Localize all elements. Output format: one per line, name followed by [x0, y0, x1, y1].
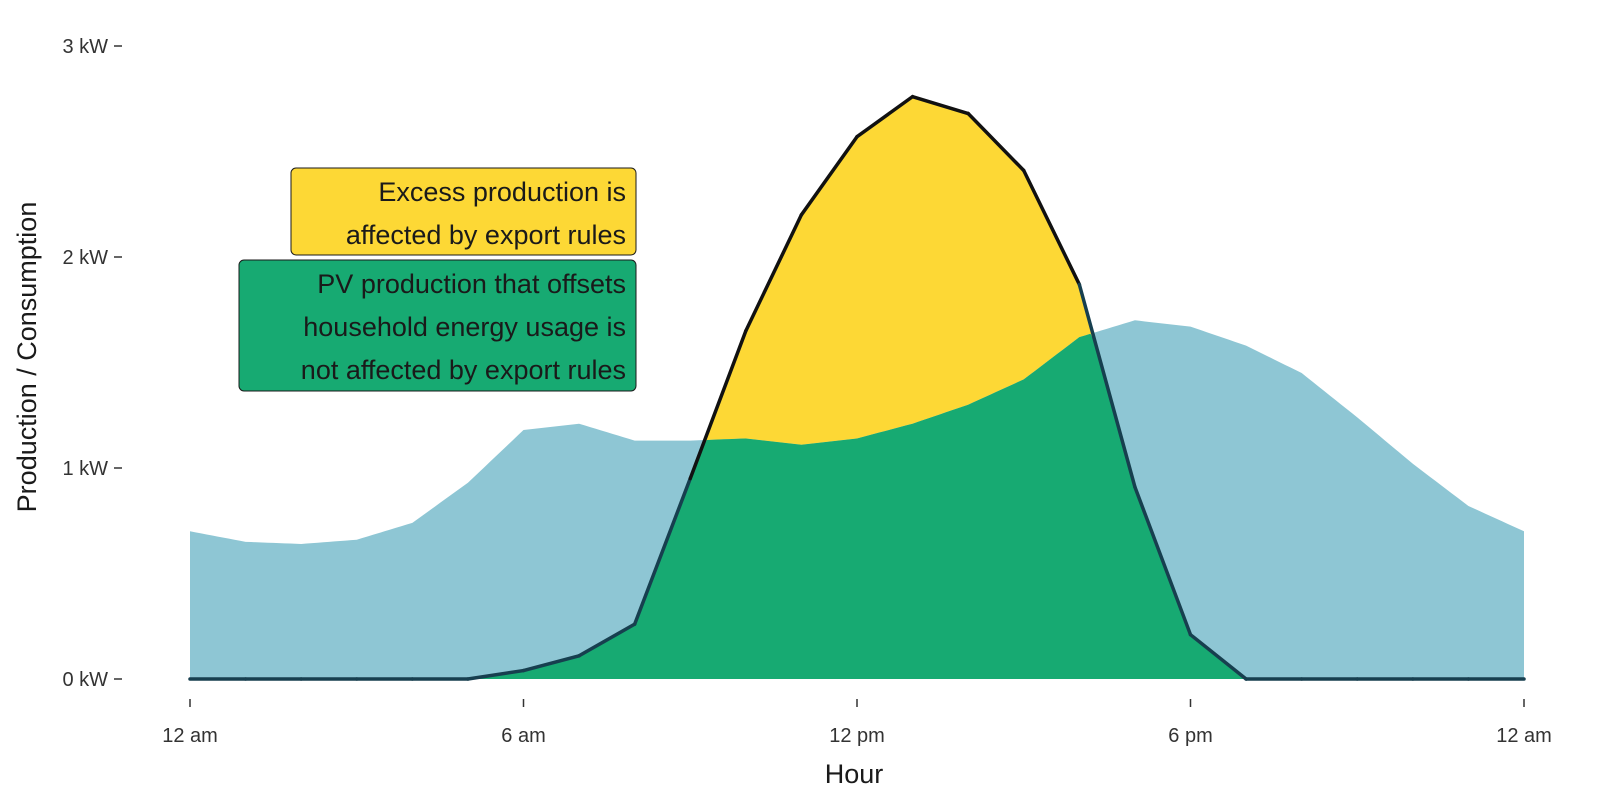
annotations: Excess production is affected by export r… [238, 167, 637, 392]
annotation-text-line: household energy usage is [303, 312, 626, 342]
pv-line-segment [910, 94, 970, 116]
x-axis: 12 am 6 am 12 pm 6 pm 12 am [162, 699, 1552, 747]
annotation-text-line: affected by export rules [346, 220, 626, 250]
x-tick-label: 12 pm [829, 725, 885, 747]
pv-line-segment [855, 94, 915, 139]
annotation-background [290, 167, 637, 256]
y-axis: 0 kW 1 kW 2 kW 3 kW [62, 36, 122, 691]
pv-line-segment [1188, 632, 1248, 681]
annotation-text-line: Excess production is [378, 177, 626, 207]
offset-production-area [190, 333, 1524, 679]
annotation-box: PV production that offsets household ener… [238, 259, 637, 392]
y-tick-label: 1 kW [62, 458, 108, 480]
pv-line-segment [744, 213, 804, 333]
annotation-box: Excess production is affected by export r… [290, 167, 637, 256]
pv-line-segment [1022, 168, 1082, 287]
x-tick-label: 6 am [501, 725, 545, 747]
pv-line-segment [1133, 485, 1193, 637]
pv-line-segment [466, 668, 526, 681]
annotation-text-line: PV production that offsets [317, 269, 626, 299]
y-axis-title: Production / Consumption [12, 202, 42, 513]
plot-lines [188, 94, 1526, 681]
y-tick-label: 2 kW [62, 247, 108, 269]
y-tick-label: 0 kW [62, 669, 108, 691]
x-tick-label: 6 pm [1168, 725, 1212, 747]
annotation-background [238, 259, 637, 392]
pv-line-segment [799, 134, 859, 217]
pv-line-segment [521, 654, 581, 673]
pv-line-segment [632, 476, 692, 626]
x-axis-title: Hour [825, 759, 884, 789]
pv-line-segment [577, 622, 637, 658]
x-tick-label: 12 am [1496, 725, 1552, 747]
pv-line-segment [1077, 282, 1137, 489]
annotation-text-line: not affected by export rules [301, 355, 626, 385]
plot-areas [190, 96, 1524, 679]
pv-line-segment [966, 111, 1026, 173]
y-tick-label: 3 kW [62, 36, 108, 58]
x-tick-label: 12 am [162, 725, 218, 747]
excess-production-area [190, 96, 1524, 679]
pv-line-segment [688, 329, 748, 481]
